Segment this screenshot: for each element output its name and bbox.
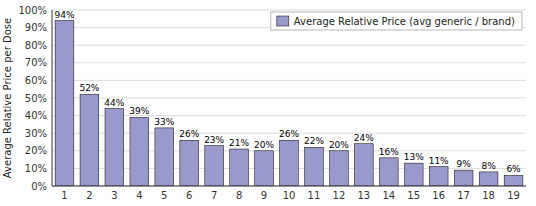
y-tick-label: 80% [25, 40, 47, 51]
x-tick-label: 14 [382, 190, 395, 201]
grid-line [52, 45, 526, 46]
data-label: 8% [481, 161, 496, 171]
x-tick-label: 13 [357, 190, 370, 201]
data-label: 94% [54, 10, 74, 20]
bar [180, 140, 199, 186]
bar [105, 109, 124, 186]
data-label: 26% [279, 129, 299, 139]
data-label: 16% [379, 147, 399, 157]
legend: Average Relative Price (avg generic / br… [271, 12, 522, 30]
bar [479, 172, 498, 186]
grid-line [52, 186, 526, 187]
bar [330, 151, 349, 186]
bar [379, 158, 398, 186]
x-axis: 12345678910111213141516171819 [61, 190, 520, 201]
bar [429, 167, 448, 186]
chart: 0% 10% 20% 30% 40% 50% 60% 70% 80% 90% 100% Average… [0, 0, 536, 206]
data-label: 11% [429, 156, 449, 166]
bar [454, 170, 473, 186]
y-tick-label: 30% [25, 128, 47, 139]
bar [280, 140, 299, 186]
y-tick-label: 40% [25, 110, 47, 121]
bar [130, 117, 149, 186]
bar [205, 146, 224, 186]
y-tick-label: 90% [25, 22, 47, 33]
data-label: 39% [129, 106, 149, 116]
bar [255, 151, 274, 186]
y-tick-label: 0% [31, 181, 47, 192]
x-axis-line [52, 186, 526, 187]
bar [80, 94, 99, 186]
x-tick-label: 10 [283, 190, 296, 201]
bar [354, 144, 373, 186]
data-label: 26% [179, 129, 199, 139]
x-tick-label: 2 [86, 190, 92, 201]
grid-line [52, 10, 526, 11]
x-tick-label: 15 [407, 190, 420, 201]
data-label: 22% [304, 136, 324, 146]
x-tick-label: 12 [333, 190, 346, 201]
x-tick-label: 8 [236, 190, 242, 201]
data-label: 52% [79, 83, 99, 93]
data-label: 20% [329, 140, 349, 150]
legend-label: Average Relative Price (avg generic / br… [294, 16, 515, 27]
y-tick-label: 70% [25, 57, 47, 68]
x-tick-label: 16 [432, 190, 445, 201]
bar [155, 128, 174, 186]
grid-line [52, 62, 526, 63]
y-axis-line [52, 10, 53, 186]
y-tick-label: 60% [25, 75, 47, 86]
y-tick-label: 20% [25, 145, 47, 156]
y-tick-label: 10% [25, 163, 47, 174]
data-label: 20% [254, 140, 274, 150]
x-tick-label: 19 [507, 190, 520, 201]
x-tick-label: 6 [186, 190, 192, 201]
bar [230, 149, 249, 186]
x-tick-label: 9 [261, 190, 267, 201]
x-tick-label: 5 [161, 190, 167, 201]
x-tick-label: 18 [482, 190, 495, 201]
data-label: 21% [229, 138, 249, 148]
data-label: 24% [354, 133, 374, 143]
bars [55, 21, 523, 186]
y-axis-label: Average Relative Price per Dose [2, 18, 13, 178]
x-tick-label: 11 [308, 190, 321, 201]
y-tick-label: 100% [18, 5, 47, 16]
bar [504, 175, 523, 186]
y-tick-label: 50% [25, 93, 47, 104]
legend-frame [271, 12, 522, 30]
bar [404, 163, 423, 186]
x-tick-label: 3 [111, 190, 117, 201]
bar [55, 21, 74, 186]
y-axis: 0% 10% 20% 30% 40% 50% 60% 70% 80% 90% 100% [18, 5, 526, 192]
x-tick-label: 7 [211, 190, 217, 201]
x-tick-label: 1 [61, 190, 67, 201]
legend-swatch [277, 16, 289, 26]
data-label: 33% [154, 117, 174, 127]
x-tick-label: 17 [457, 190, 470, 201]
data-label: 6% [506, 164, 521, 174]
data-label: 44% [104, 98, 124, 108]
grid-line [52, 80, 526, 81]
x-tick-label: 4 [136, 190, 142, 201]
data-label: 23% [204, 135, 224, 145]
bar [305, 147, 324, 186]
data-labels: 94% 52% 44% 39% 33% 26% 23% 21% 20% 26% 22% 20% 24% 1… [54, 10, 521, 175]
data-label: 13% [404, 152, 424, 162]
data-label: 9% [456, 159, 471, 169]
